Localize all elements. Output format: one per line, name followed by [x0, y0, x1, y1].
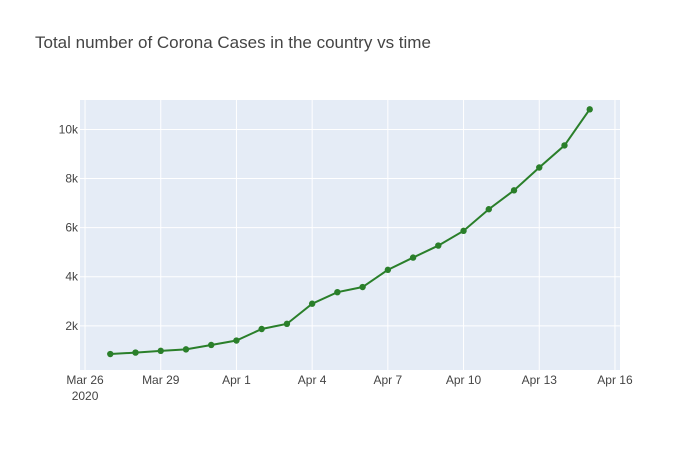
- x-gridlines: [84, 100, 616, 370]
- x-tick-label: Apr 7: [374, 373, 403, 387]
- x-tick-label: Apr 10: [446, 373, 482, 387]
- data-point: [208, 341, 215, 349]
- plot-area: [80, 100, 620, 370]
- x-tick-label: Mar 26: [66, 373, 104, 387]
- x-tick-label: Apr 4: [298, 373, 327, 387]
- y-tick-label: 10k: [59, 122, 79, 136]
- data-point: [510, 187, 518, 194]
- y-tick-label: 6k: [65, 221, 79, 235]
- data-point: [409, 254, 417, 261]
- x-axis-ticks: Mar 26 2020 Mar 29 Apr 1 Apr 4 Apr 7 Apr 10 Apr…: [66, 373, 633, 403]
- data-point: [384, 266, 392, 274]
- x-tick-sublabel: 2020: [72, 389, 99, 403]
- data-point: [283, 320, 291, 328]
- data-point: [359, 283, 366, 291]
- data-point: [435, 242, 442, 249]
- data-point: [485, 206, 492, 213]
- series-line: [110, 108, 591, 356]
- y-tick-label: 2k: [65, 319, 79, 333]
- data-point: [233, 337, 240, 344]
- data-point: [157, 347, 164, 355]
- chart-title: Total number of Corona Cases in the coun…: [35, 33, 431, 52]
- data-point: [561, 142, 568, 149]
- data-point: [460, 227, 467, 235]
- data-point: [182, 346, 190, 353]
- y-axis-ticks: 2k 4k 6k 8k 10k: [59, 122, 79, 332]
- x-tick-label: Apr 16: [597, 373, 633, 387]
- data-point: [107, 350, 114, 358]
- y-tick-label: 8k: [65, 172, 79, 186]
- series-layer: [107, 106, 593, 358]
- y-tick-label: 4k: [65, 270, 79, 284]
- data-point: [308, 300, 316, 307]
- data-point: [334, 288, 341, 296]
- y-gridlines: [80, 128, 620, 327]
- data-point: [586, 106, 593, 113]
- data-point: [258, 325, 265, 333]
- data-point: [536, 164, 543, 171]
- x-tick-label: Apr 1: [222, 373, 251, 387]
- data-point: [132, 349, 139, 356]
- x-tick-label: Mar 29: [142, 373, 180, 387]
- x-tick-label: Apr 13: [522, 373, 558, 387]
